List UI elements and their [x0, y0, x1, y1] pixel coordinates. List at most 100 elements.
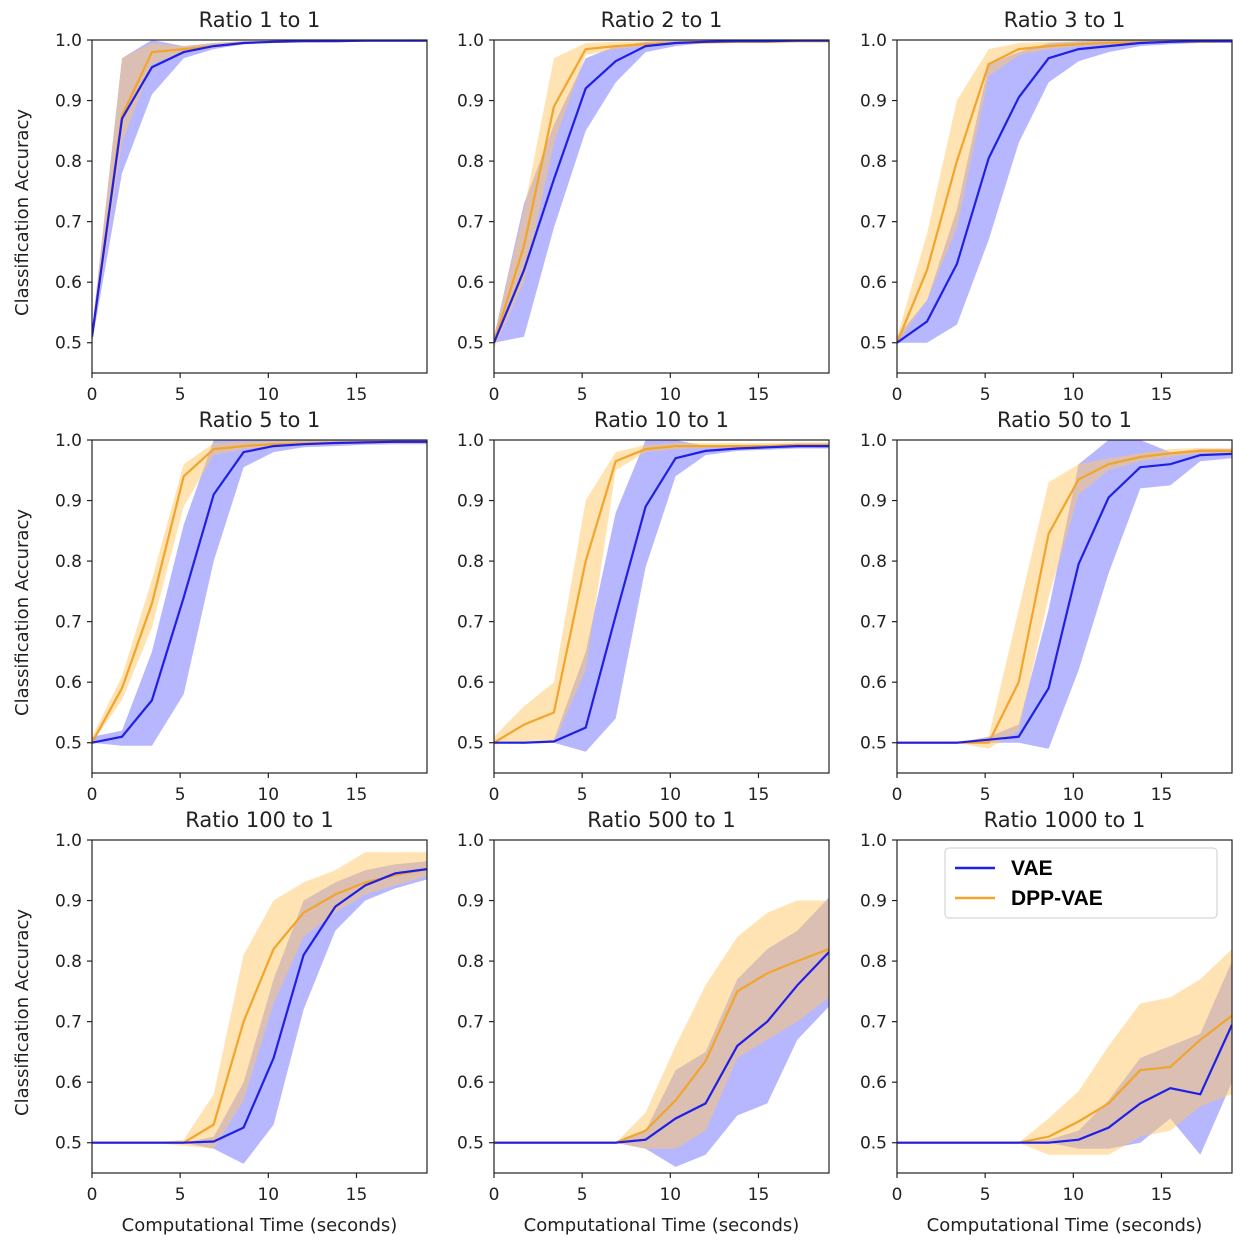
y-tick-label: 0.6	[457, 273, 484, 293]
vae-confidence-band	[494, 440, 829, 752]
x-tick-label: 15	[748, 785, 770, 805]
axes-frame	[896, 439, 1233, 774]
y-tick-label: 1.0	[860, 431, 887, 451]
x-tick-label: 0	[892, 785, 903, 805]
plot-area	[897, 40, 1232, 344]
y-tick-label: 1.0	[860, 831, 887, 851]
vae-line	[92, 868, 427, 1144]
y-tick-label: 0.6	[860, 1073, 887, 1093]
subplot-title: Ratio 100 to 1	[185, 808, 333, 832]
x-tick-label: 15	[748, 1185, 770, 1205]
vae-line	[897, 1024, 1232, 1144]
plot-area	[92, 40, 427, 343]
y-tick-label: 0.9	[55, 92, 82, 112]
vae-confidence-band	[897, 440, 1232, 749]
plot-area	[494, 40, 829, 349]
axes-frame	[896, 839, 1233, 1174]
vae-line	[92, 440, 427, 744]
subplot-6: 0.5 0.6 0.7 0.8 0.9 1.0 0 5 10 15 Ratio 50 to 1	[860, 408, 1233, 805]
subplot-4: 0.5 0.6 0.7 0.8 0.9 1.0 0 5 10 15 Ratio 5 to 1 Clas…	[12, 408, 428, 805]
axes-frame	[896, 39, 1233, 374]
x-tick-label: 10	[257, 1185, 279, 1205]
x-tick-label: 5	[577, 785, 588, 805]
subplot-title: Ratio 2 to 1	[601, 8, 723, 32]
x-tick-label: 10	[1062, 785, 1084, 805]
y-axis-label: Classification Accuracy	[12, 109, 33, 316]
legend-label: DPP-VAE	[1011, 887, 1103, 910]
x-tick-label: 5	[980, 785, 991, 805]
y-tick-label: 0.8	[860, 152, 887, 172]
x-tick-label: 15	[748, 385, 770, 405]
dpp-vae-confidence-band	[897, 949, 1232, 1155]
x-tick-label: 0	[892, 385, 903, 405]
y-tick-label: 0.5	[55, 1134, 82, 1154]
vae-line	[897, 40, 1232, 344]
y-tick-label: 0.7	[457, 613, 484, 633]
x-tick-label: 15	[346, 785, 368, 805]
x-tick-label: 15	[1151, 385, 1173, 405]
subplot-title: Ratio 1 to 1	[199, 8, 321, 32]
vae-confidence-band	[494, 40, 829, 343]
plot-area	[92, 440, 427, 746]
dpp-vae-confidence-band	[897, 447, 1232, 749]
vae-line	[494, 445, 829, 744]
y-tick-label: 1.0	[860, 31, 887, 51]
y-tick-label: 1.0	[55, 431, 82, 451]
x-tick-label: 5	[577, 385, 588, 405]
dpp-vae-confidence-band	[92, 40, 427, 343]
y-tick-label: 0.7	[55, 213, 82, 233]
legend: VAE DPP-VAE	[944, 847, 1218, 919]
y-tick-label: 0.8	[55, 152, 82, 172]
x-tick-label: 5	[175, 785, 186, 805]
y-tick-label: 0.8	[55, 952, 82, 972]
y-tick-label: 0.8	[457, 152, 484, 172]
y-tick-label: 1.0	[457, 831, 484, 851]
y-tick-label: 0.5	[457, 734, 484, 754]
y-tick-label: 0.5	[55, 734, 82, 754]
y-tick-label: 0.9	[860, 892, 887, 912]
subplot-2: 0.5 0.6 0.7 0.8 0.9 1.0 0 5 10 15 Ratio 2 to 1	[457, 8, 830, 405]
y-tick-label: 0.6	[55, 673, 82, 693]
dpp-vae-confidence-band	[494, 900, 829, 1149]
y-tick-label: 0.8	[860, 552, 887, 572]
y-tick-label: 0.7	[55, 613, 82, 633]
plot-area	[897, 440, 1232, 749]
x-tick-label: 5	[577, 1185, 588, 1205]
plot-area	[92, 852, 427, 1164]
legend-label: VAE	[1011, 857, 1053, 880]
y-tick-label: 0.5	[457, 1134, 484, 1154]
dpp-vae-confidence-band	[494, 442, 829, 743]
axes-frame	[493, 39, 830, 374]
subplot-1: 0.5 0.6 0.7 0.8 0.9 1.0 0 5 10 15 Ratio 1 to 1 Clas…	[12, 8, 428, 405]
y-tick-label: 1.0	[55, 831, 82, 851]
y-tick-label: 0.6	[55, 273, 82, 293]
subplot-7: 0.5 0.6 0.7 0.8 0.9 1.0 0 5 10 15 Ratio 100 to 1 Cl…	[12, 808, 428, 1236]
x-tick-label: 5	[980, 385, 991, 405]
y-tick-label: 0.5	[860, 734, 887, 754]
x-tick-label: 0	[87, 385, 98, 405]
y-tick-label: 0.9	[457, 492, 484, 512]
subplot-title: Ratio 500 to 1	[587, 808, 735, 832]
x-axis-label: Computational Time (seconds)	[927, 1215, 1203, 1236]
y-tick-label: 1.0	[457, 431, 484, 451]
dpp-vae-confidence-band	[897, 40, 1232, 343]
x-tick-label: 15	[346, 385, 368, 405]
axes-frame	[493, 439, 830, 774]
x-tick-label: 10	[1062, 1185, 1084, 1205]
dpp-vae-line	[494, 443, 829, 744]
y-tick-label: 0.7	[457, 213, 484, 233]
plot-area	[897, 949, 1232, 1155]
plot-area	[494, 897, 829, 1167]
y-tick-label: 0.9	[457, 892, 484, 912]
dpp-vae-confidence-band	[92, 852, 427, 1149]
subplot-title: Ratio 1000 to 1	[984, 808, 1146, 832]
subplot-title: Ratio 50 to 1	[997, 408, 1132, 432]
x-tick-label: 0	[489, 385, 500, 405]
y-axis-label: Classification Accuracy	[12, 909, 33, 1116]
y-tick-label: 0.7	[55, 1013, 82, 1033]
x-tick-label: 15	[1151, 1185, 1173, 1205]
dpp-vae-confidence-band	[92, 440, 427, 743]
subplot-9: 0.5 0.6 0.7 0.8 0.9 1.0 0 5 10 15 Ratio 1000 to 1 C…	[860, 808, 1233, 1236]
x-tick-label: 15	[1151, 785, 1173, 805]
y-tick-label: 0.5	[55, 334, 82, 354]
